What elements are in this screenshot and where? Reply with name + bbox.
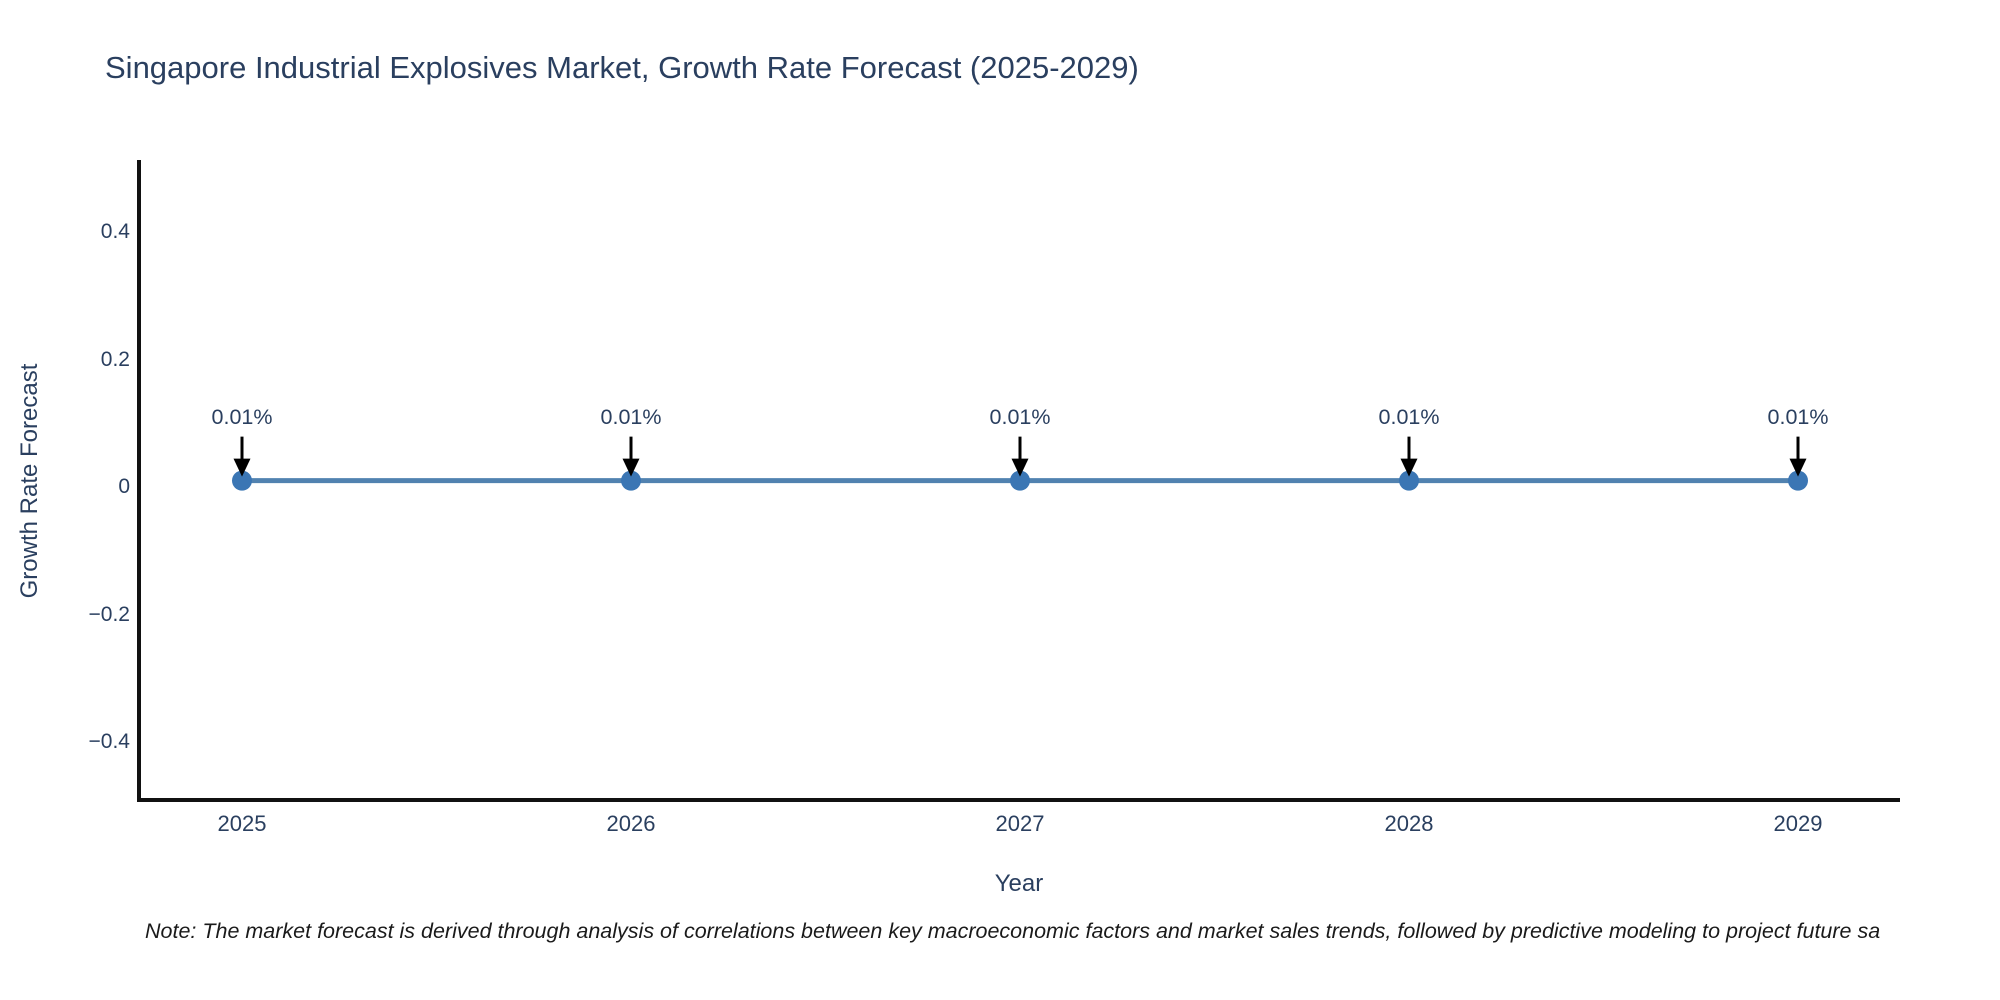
y-tick-label: 0: [118, 475, 130, 498]
line-series: [232, 470, 1808, 491]
data-point-marker[interactable]: [1010, 470, 1030, 491]
data-point-marker[interactable]: [621, 470, 641, 491]
footnote: Note: The market forecast is derived thr…: [145, 919, 1881, 943]
y-axis-title: Growth Rate Forecast: [16, 363, 43, 599]
x-tick-label: 2027: [995, 811, 1045, 836]
data-point-marker[interactable]: [1399, 470, 1419, 491]
annotation-label: 0.01%: [1378, 404, 1440, 429]
y-tick-label: 0.4: [100, 220, 130, 243]
annotation-arrowhead: [233, 458, 251, 477]
annotation-arrowhead: [1400, 458, 1418, 477]
annotation-label: 0.01%: [211, 404, 273, 429]
x-tick-label: 2028: [1384, 811, 1434, 836]
annotation-arrowhead: [1789, 458, 1807, 477]
y-tick-label: −0.2: [88, 602, 130, 626]
annotation-label: 0.01%: [1767, 404, 1829, 429]
annotation-arrowhead: [622, 458, 640, 477]
data-point-marker[interactable]: [232, 470, 252, 491]
x-axis-title: Year: [994, 870, 1044, 897]
x-tick-label: 2025: [217, 811, 267, 836]
chart-title: Singapore Industrial Explosives Market, …: [105, 50, 1139, 85]
annotation-label: 0.01%: [989, 404, 1051, 429]
data-point-marker[interactable]: [1788, 470, 1808, 491]
y-tick-label: 0.2: [100, 347, 130, 371]
annotation-arrowhead: [1011, 458, 1029, 477]
annotation-label: 0.01%: [600, 404, 662, 429]
y-tick-label: −0.4: [88, 730, 130, 753]
annotation-arrows: [233, 436, 1807, 477]
x-tick-label: 2029: [1773, 811, 1823, 836]
x-tick-label: 2026: [606, 811, 656, 836]
